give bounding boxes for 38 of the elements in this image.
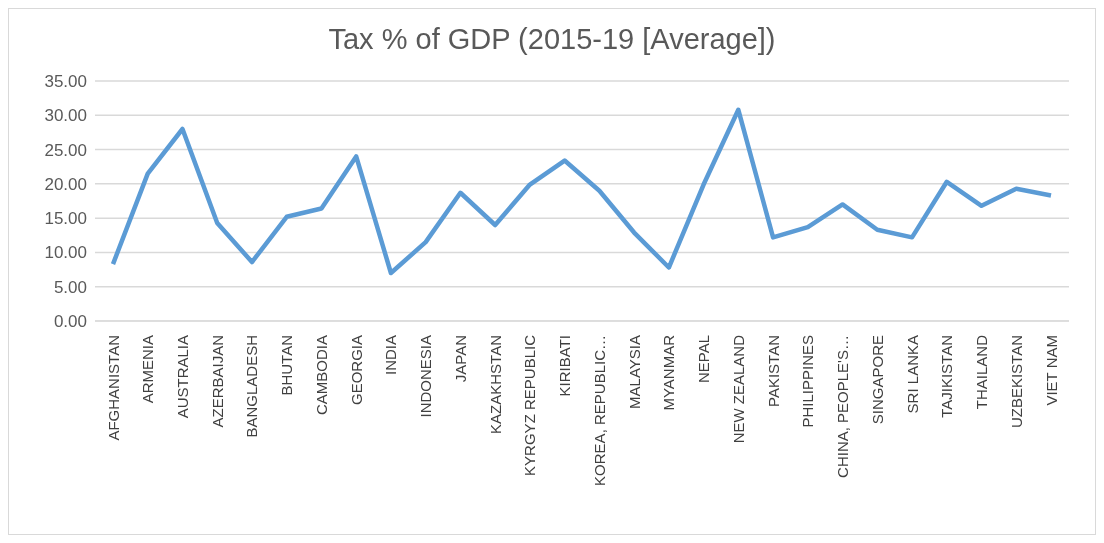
x-tick-label: ARMENIA [139,335,157,404]
x-tick-label: INDONESIA [417,335,435,418]
x-tick-label: BHUTAN [278,335,296,396]
chart-title: Tax % of GDP (2015-19 [Average]) [327,23,777,57]
x-tick-label: SINGAPORE [868,335,886,425]
x-tick-label: INDIA [382,335,400,376]
x-tick-label: KAZAKHSTAN [486,335,504,434]
x-tick-label: AFGHANISTAN [104,335,122,441]
y-tick-label: 25.00 [44,140,87,160]
x-tick-label: KYRGYZ REPUBLIC [521,334,539,476]
x-tick-label: NEW ZEALAND [729,334,747,444]
x-tick-label: PAKISTAN [764,335,782,407]
line-series [110,107,1054,276]
x-tick-label: JAPAN [451,335,469,383]
y-tick-label: 0.00 [53,312,87,332]
x-tick-label: TAJIKISTAN [938,335,956,418]
x-tick-label: UZBEKISTAN [1007,335,1025,429]
x-tick-label: NEPAL [695,335,713,384]
x-tick-label: KOREA, REPUBLIC… [590,335,608,486]
y-tick-label: 20.00 [44,174,87,194]
x-tick-label: AZERBAIJAN [208,335,226,428]
x-tick-label: AUSTRALIA [173,335,191,419]
y-tick-label: 15.00 [44,209,87,229]
x-tick-label: MALAYSIA [625,335,643,409]
y-tick-label: 30.00 [44,106,87,126]
x-tick-label: KIRIBATI [556,335,574,397]
x-tick-label: THAILAND [973,334,991,410]
x-tick-label: GEORGIA [347,335,365,406]
x-tick-label: VIET NAM [1042,335,1060,406]
y-tick-label: 35.00 [44,72,87,92]
x-tick-label: CHINA, PEOPLE'S… [834,335,852,478]
y-tick-label: 5.00 [53,277,87,297]
y-tick-label: 10.00 [44,243,87,263]
x-tick-label: BANGLADESH [243,335,261,438]
x-tick-label: PHILIPPINES [799,335,817,428]
x-tick-label: SRI LANKA [903,335,921,414]
x-tick-label: CAMBODIA [312,335,330,416]
x-tick-label: MYANMAR [660,334,678,411]
